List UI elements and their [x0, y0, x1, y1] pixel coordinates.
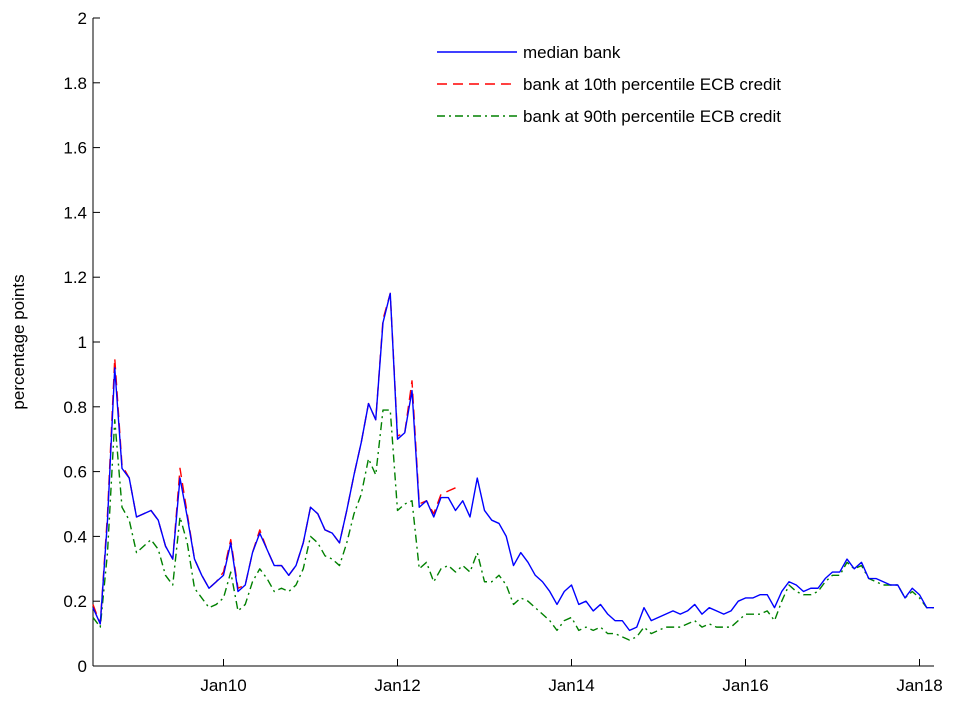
y-axis: 0 0.2 0.4 0.6 0.8 1 1.2 1.4 1.6 1.8 2	[63, 9, 100, 676]
y-tick-label: 0.4	[63, 527, 87, 546]
y-tick-label: 1.4	[63, 203, 87, 222]
x-tick-label: Jan16	[722, 676, 768, 695]
y-tick-label: 0	[78, 657, 87, 676]
legend: median bank bank at 10th percentile ECB c…	[437, 43, 781, 126]
y-tick-label: 0.8	[63, 398, 87, 417]
y-axis-label: percentage points	[9, 274, 28, 409]
y-tick-label: 2	[78, 9, 87, 28]
x-tick-label: Jan14	[548, 676, 594, 695]
plot-area	[92, 18, 934, 667]
x-tick-label: Jan10	[200, 676, 246, 695]
legend-label-2: bank at 90th percentile ECB credit	[523, 107, 781, 126]
series-line-2	[92, 409, 934, 641]
x-tick-label: Jan12	[374, 676, 420, 695]
y-tick-label: 0.2	[63, 592, 87, 611]
series-layer	[92, 292, 934, 641]
y-tick-label: 1.8	[63, 74, 87, 93]
y-tick-label: 1.6	[63, 139, 87, 158]
x-axis: Jan10 Jan12 Jan14 Jan16 Jan18	[200, 659, 943, 695]
series-line-1	[92, 292, 456, 625]
y-tick-label: 1.2	[63, 268, 87, 287]
x-tick-label: Jan18	[896, 676, 942, 695]
legend-label-1: bank at 10th percentile ECB credit	[523, 75, 781, 94]
y-tick-label: 0.6	[63, 463, 87, 482]
series-line-0	[92, 292, 934, 632]
legend-label-0: median bank	[523, 43, 621, 62]
y-tick-label: 1	[78, 333, 87, 352]
